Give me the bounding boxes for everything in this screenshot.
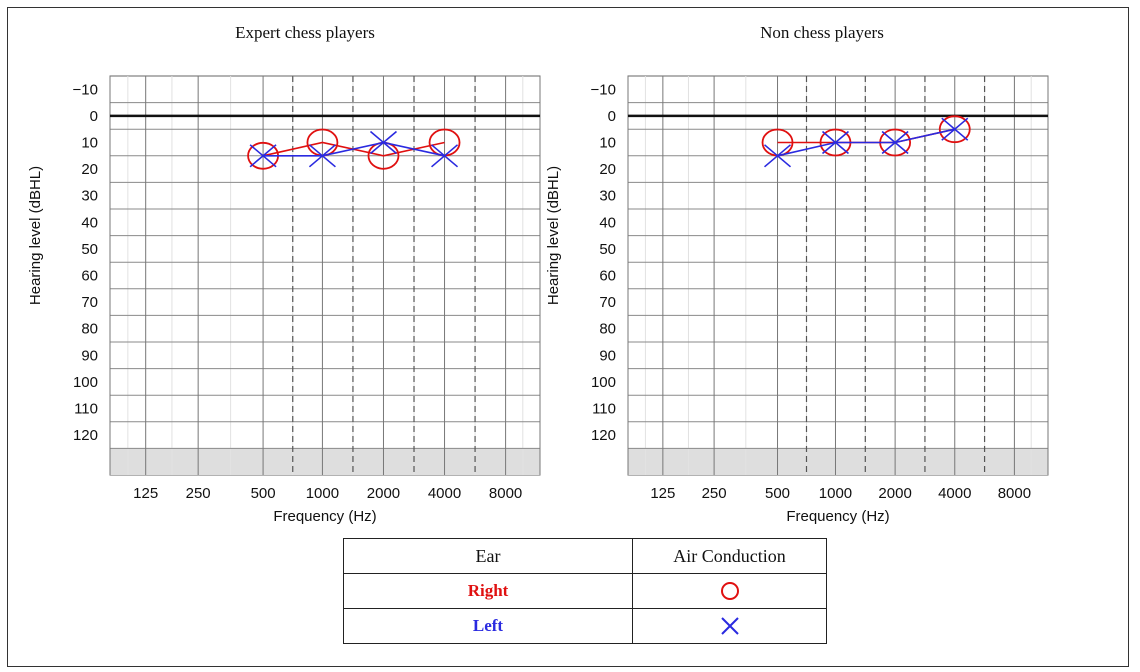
legend-table: Ear Air Conduction Right Left [343, 538, 827, 644]
y-tick-label: 60 [81, 268, 98, 285]
y-tick-label: −10 [73, 81, 98, 98]
y-tick-label: 80 [81, 321, 98, 338]
x-axis-label: Frequency (Hz) [786, 508, 889, 525]
y-tick-label: 70 [81, 294, 98, 311]
x-stroke [941, 117, 969, 141]
circle-icon [720, 582, 739, 600]
y-tick-label: 80 [599, 321, 616, 338]
y-tick-label: 120 [591, 427, 616, 444]
y-tick-label: 50 [81, 241, 98, 258]
y-tick-label: 10 [599, 135, 616, 152]
x-tick-label: 2000 [878, 485, 911, 502]
x-tick-label: 8000 [489, 485, 522, 502]
x-stroke [369, 130, 397, 155]
chart-panel-1: Expert chess players −10 0 10 20 30 40 50 60 70 80… [27, 23, 541, 525]
series-line-left [777, 128, 955, 157]
x-tick-label: 500 [251, 485, 276, 502]
x-tick-label: 1000 [819, 485, 852, 502]
point-left [431, 144, 459, 168]
point-left [821, 130, 849, 155]
point-left [249, 144, 277, 168]
y-tick-label: 30 [81, 188, 98, 205]
x-stroke [431, 144, 459, 168]
y-tick-label: 40 [599, 214, 616, 231]
legend-label-left: Left [472, 616, 504, 635]
x-tick-label: 250 [186, 485, 211, 502]
legend-row-left: Left [343, 608, 827, 644]
x-tick-label: 8000 [998, 485, 1031, 502]
chart-title: Non chess players [760, 23, 884, 42]
x-tick-label: 4000 [428, 485, 461, 502]
y-tick-label: 0 [90, 108, 98, 125]
point-right [938, 115, 971, 144]
y-tick-label: 90 [81, 347, 98, 364]
y-tick-label: 10 [81, 135, 98, 152]
x-stroke [821, 130, 849, 155]
y-tick-label: −10 [591, 81, 616, 98]
x-stroke [308, 144, 336, 168]
x-tick-label: 250 [702, 485, 727, 502]
y-tick-label: 30 [599, 188, 616, 205]
x-axis-label: Frequency (Hz) [273, 508, 376, 525]
chart-panel-2: Non chess players −10 0 10 20 30 40 50 60 70 80 90 1… [545, 23, 1049, 525]
figure-frame [7, 7, 1129, 667]
x-mark-icon [720, 617, 739, 635]
y-tick-label: 100 [73, 374, 98, 391]
y-tick-label: 70 [599, 294, 616, 311]
x-stroke [764, 144, 792, 168]
x-tick-label: 500 [765, 485, 790, 502]
point-left [308, 144, 336, 168]
y-axis-label: Hearing level (dBHL) [545, 166, 562, 305]
point-left [941, 117, 969, 141]
shaded-region [110, 448, 540, 475]
y-tick-label: 120 [73, 427, 98, 444]
x-tick-label: 125 [650, 485, 675, 502]
y-tick-label: 110 [74, 401, 98, 418]
y-tick-label: 20 [599, 161, 616, 178]
point-left [369, 130, 397, 155]
y-tick-label: 0 [608, 108, 616, 125]
y-tick-label: 90 [599, 347, 616, 364]
y-tick-label: 100 [591, 374, 616, 391]
y-tick-label: 20 [81, 161, 98, 178]
y-tick-label: 50 [599, 241, 616, 258]
x-tick-label: 2000 [367, 485, 400, 502]
y-axis-label: Hearing level (dBHL) [27, 166, 44, 305]
chart-title: Expert chess players [235, 23, 375, 42]
x-stroke [249, 144, 277, 168]
point-left [764, 144, 792, 168]
shaded-region [628, 448, 1048, 475]
y-tick-label: 40 [81, 214, 98, 231]
legend-header-ear: Ear [343, 538, 633, 574]
x-tick-label: 4000 [938, 485, 971, 502]
series-line-left [263, 141, 445, 157]
legend-label-right: Right [467, 581, 509, 600]
legend-header-air-conduction: Air Conduction [632, 538, 827, 574]
point-left [881, 130, 909, 155]
y-tick-label: 60 [599, 268, 616, 285]
legend-header-row: Ear Air Conduction [343, 538, 827, 574]
x-stroke [881, 130, 909, 155]
x-tick-label: 1000 [306, 485, 339, 502]
legend-row-right: Right [343, 573, 827, 609]
x-tick-label: 125 [133, 485, 158, 502]
y-tick-label: 110 [592, 401, 616, 418]
